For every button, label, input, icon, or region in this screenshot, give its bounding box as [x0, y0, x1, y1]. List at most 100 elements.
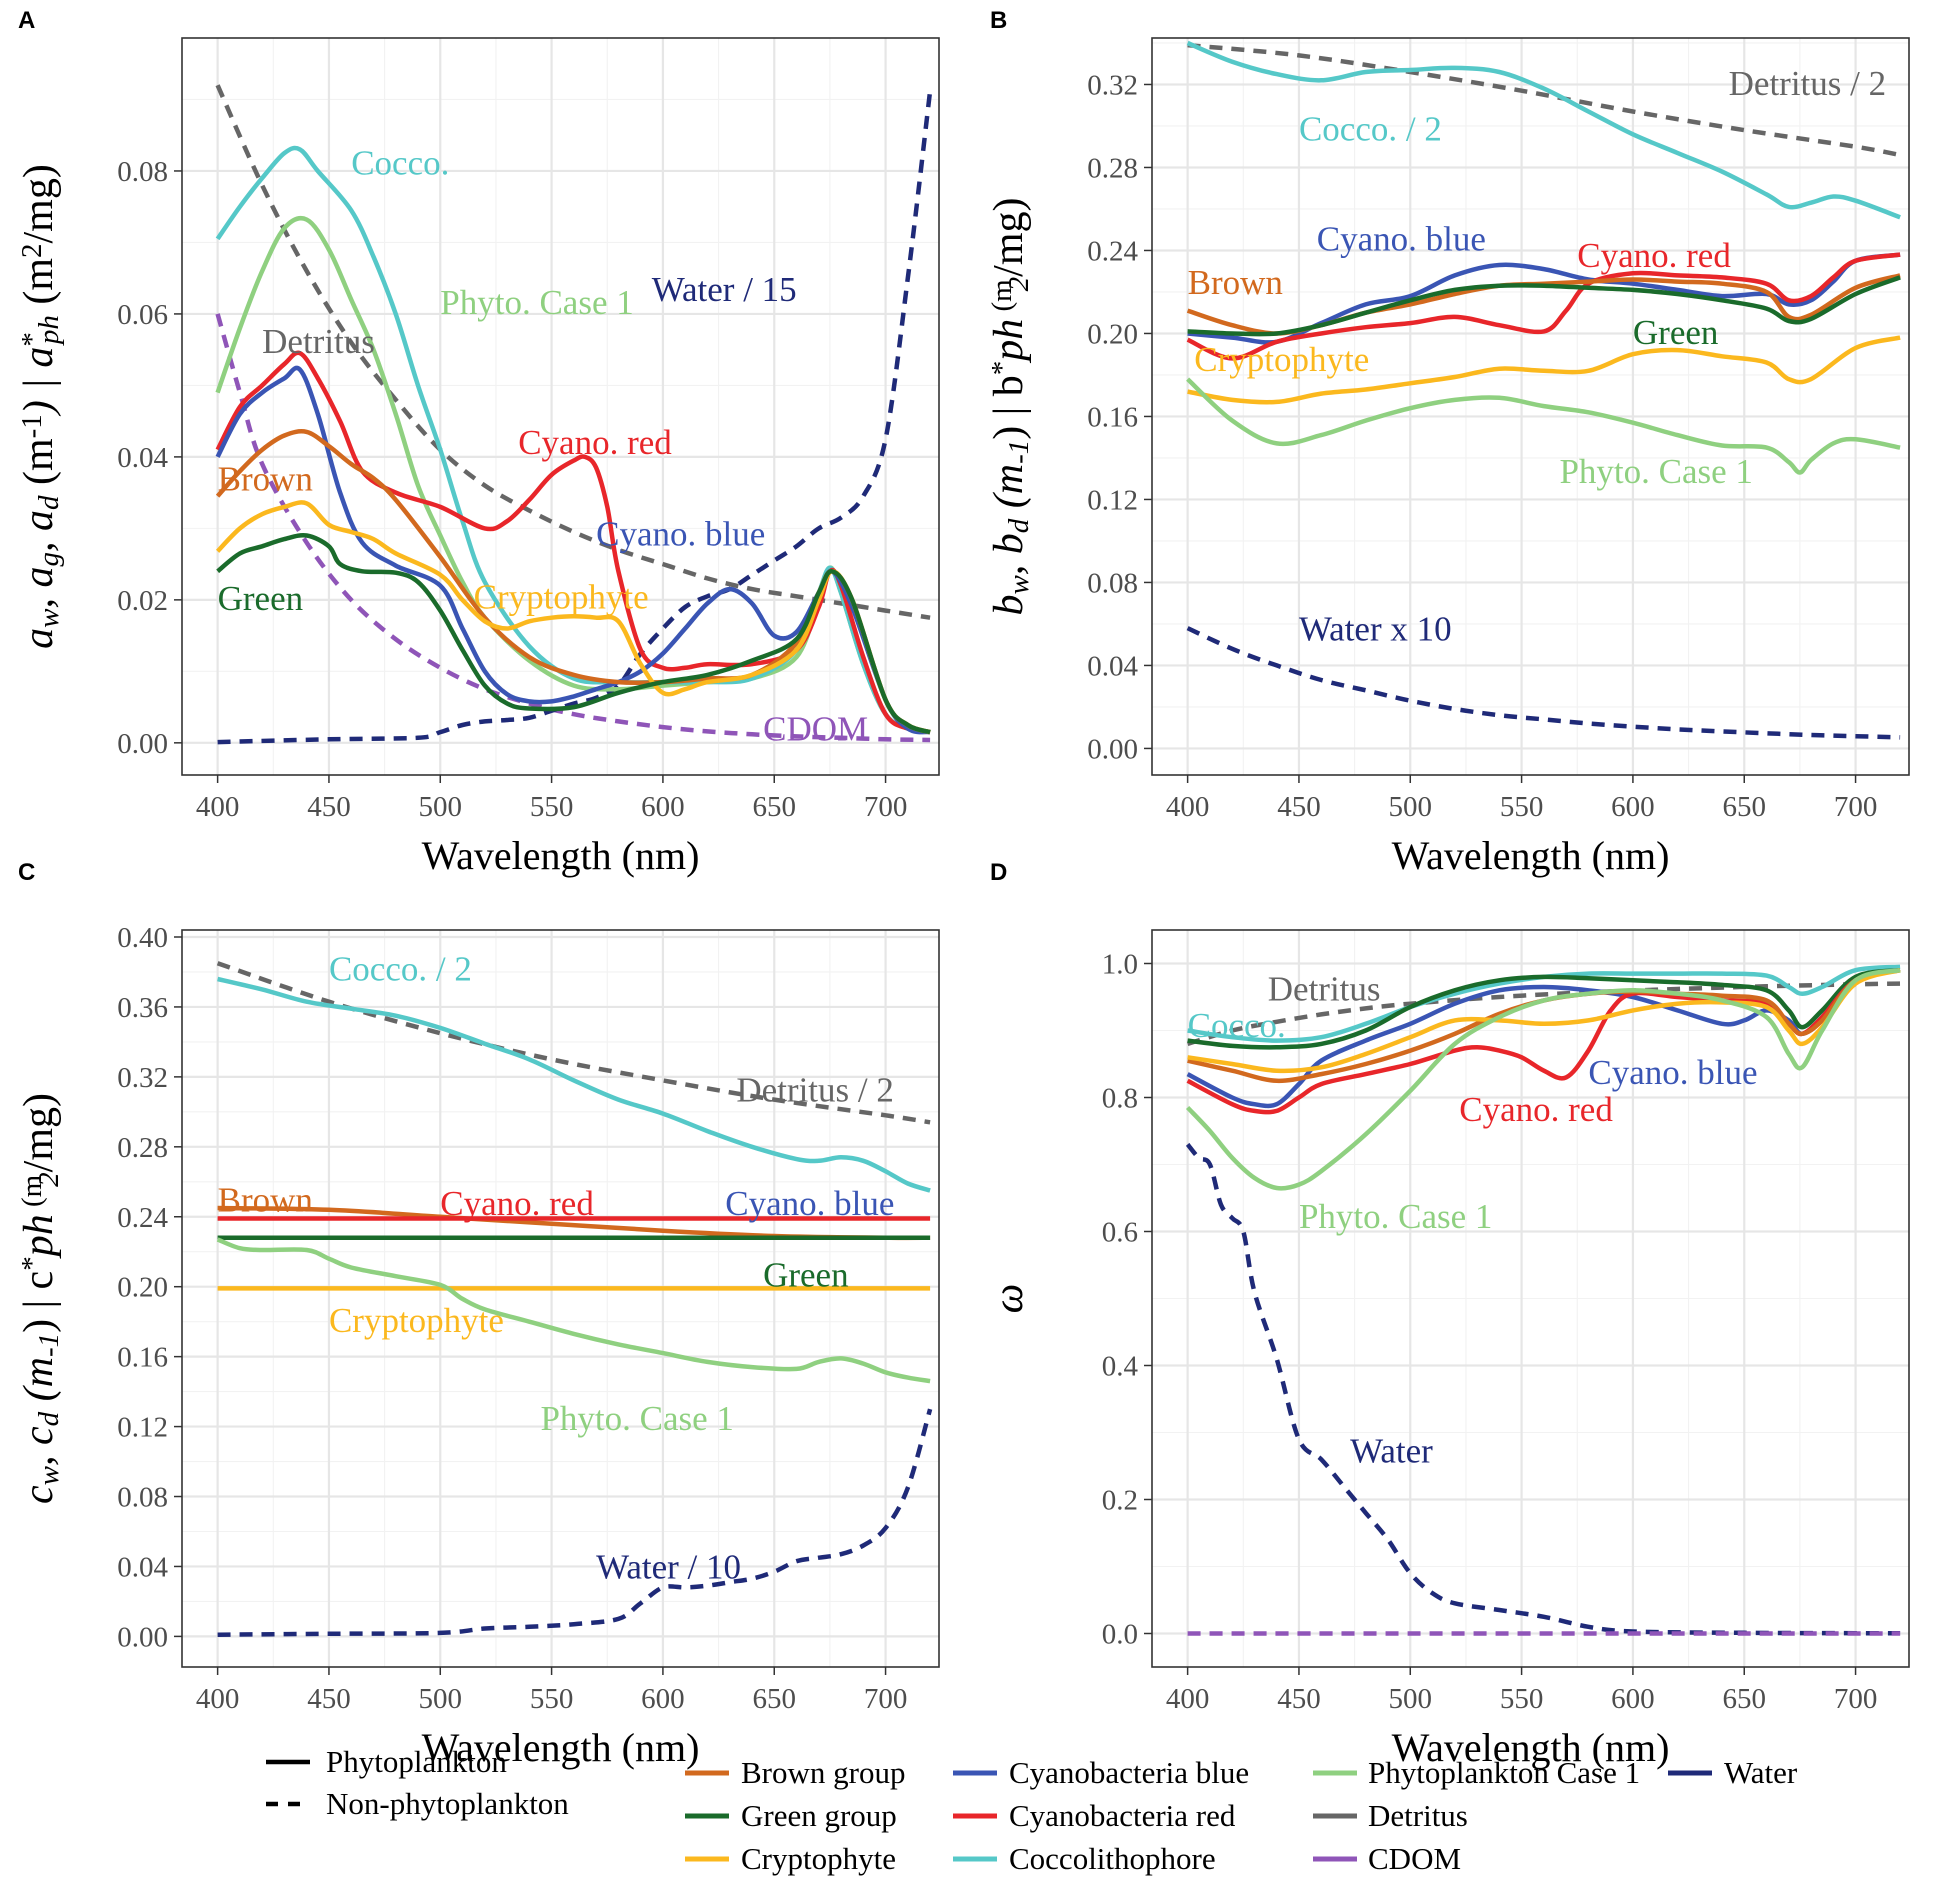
y-tick-label: 0.16	[117, 1342, 168, 1374]
series-label-green: Green	[763, 1256, 849, 1295]
x-tick-label: 550	[530, 791, 574, 823]
series-label-water: Water x 10	[1299, 610, 1452, 649]
y-tick-label: 0.06	[117, 299, 168, 331]
y-tick-label: 0.12	[1087, 484, 1138, 516]
x-tick-label: 500	[419, 1683, 463, 1715]
x-tick-label: 550	[1500, 791, 1544, 823]
series-label-detritus: Detritus	[1268, 969, 1381, 1008]
y-tick-label: 0.16	[1087, 401, 1138, 433]
y-tick-label: 0.00	[117, 728, 168, 760]
series-line-green	[1187, 275, 1901, 337]
series-label-cocco: Cocco. / 2	[329, 950, 472, 989]
series-label-cyanored: Cyano. red	[440, 1184, 594, 1223]
series-label-crypto: Cryptophyte	[1194, 340, 1369, 379]
series-line-detritus	[1186, 981, 1901, 1047]
y-tick-label: 0.8	[1102, 1083, 1138, 1115]
plot-border	[181, 37, 940, 776]
y-tick-label: 0.32	[1087, 69, 1138, 101]
x-tick-label: 450	[1277, 791, 1321, 823]
x-axis-title: Wavelength (nm)	[1392, 1725, 1670, 1770]
series-line-phyto	[1186, 377, 1901, 475]
y-tick-label: 0.24	[1087, 235, 1138, 267]
series-line-water	[1185, 1142, 1901, 1636]
plot-background	[1152, 38, 1909, 775]
legend-label-cocco: Coccolithophore	[1009, 1841, 1216, 1876]
x-tick-label: 400	[196, 791, 240, 823]
legend-label-phyto: Phytoplankton Case 1	[1368, 1755, 1640, 1790]
x-tick-label: 550	[1500, 1683, 1544, 1715]
series-line-cyanored	[1186, 252, 1901, 361]
y-tick-label: 0.28	[117, 1132, 168, 1164]
series-label-cyanoblue: Cyano. blue	[725, 1184, 894, 1223]
series-label-cyanoblue: Cyano. blue	[596, 515, 765, 554]
series-label-cdom: CDOM	[763, 710, 868, 749]
panel-tag: A	[18, 7, 35, 34]
legend-label-cyanoblue: Cyanobacteria blue	[1009, 1755, 1249, 1790]
panel-d: 400 450 500 550 600 650 700 0.0 0.2 0.4 0.6 0.8 1.0 C…	[986, 859, 1910, 1770]
series-label-water: Water / 10	[596, 1548, 741, 1587]
series-line-cocco	[1186, 40, 1901, 220]
y-tick-label: 0.12	[117, 1412, 168, 1444]
series-lines	[1186, 40, 1901, 740]
x-tick-label: 400	[1166, 791, 1210, 823]
series-label-brown: Brown	[1188, 263, 1283, 302]
series-lines	[216, 961, 933, 1637]
legend-label-green: Green group	[741, 1798, 897, 1833]
x-tick-label: 600	[1611, 1683, 1655, 1715]
y-tick-label: 0.2	[1102, 1485, 1138, 1517]
plot-border	[1151, 929, 1910, 1668]
series-label-detritus: Detritus / 2	[736, 1070, 893, 1109]
panel-tag: C	[18, 859, 35, 886]
series-line-cocco	[217, 976, 931, 1193]
legend-label-detritus: Detritus	[1368, 1798, 1468, 1833]
x-tick-label: 450	[1277, 1683, 1321, 1715]
panel-c: 400 450 500 550 600 650 700 0.00 0.04 0.08 0.12 0.1…	[16, 859, 940, 1770]
y-tick-label: 0.32	[117, 1062, 168, 1094]
series-line-phyto	[1185, 967, 1901, 1191]
series-label-cocco: Cocco. / 2	[1299, 109, 1442, 148]
plot-border	[1151, 37, 1910, 776]
plot-background	[182, 930, 939, 1667]
x-tick-label: 550	[530, 1683, 574, 1715]
series-label-crypto: Cryptophyte	[329, 1301, 504, 1340]
y-tick-label: 0.04	[117, 442, 168, 474]
x-tick-label: 700	[1834, 1683, 1878, 1715]
legend: Phytoplankton Non-phytoplankton Brown grou…	[266, 1744, 1798, 1876]
series-label-cocco: Cocco.	[1188, 1006, 1286, 1045]
series-label-cyanoblue: Cyano. blue	[1317, 219, 1486, 258]
x-tick-label: 400	[1166, 1683, 1210, 1715]
legend-label-brown: Brown group	[741, 1755, 905, 1790]
y-tick-label: 0.00	[117, 1621, 168, 1653]
series-label-phyto: Phyto. Case 1	[1559, 452, 1752, 491]
y-tick-label: 0.08	[117, 1482, 168, 1514]
series-label-phyto: Phyto. Case 1	[440, 283, 633, 322]
y-tick-label: 0.20	[117, 1272, 168, 1304]
x-axis-title: Wavelength (nm)	[422, 833, 700, 878]
legend-label-crypto: Cryptophyte	[741, 1841, 896, 1876]
y-tick-label: 0.24	[117, 1202, 168, 1234]
x-tick-label: 650	[752, 791, 796, 823]
x-tick-label: 650	[1722, 1683, 1766, 1715]
x-tick-label: 500	[1389, 791, 1433, 823]
x-tick-label: 500	[419, 791, 463, 823]
x-tick-label: 450	[307, 1683, 351, 1715]
series-label-water: Water / 15	[652, 270, 797, 309]
legend-label-water: Water	[1724, 1755, 1798, 1790]
plot-border	[181, 929, 940, 1668]
y-tick-label: 0.28	[1087, 152, 1138, 184]
series-lines	[215, 84, 933, 745]
y-axis-title: ω	[986, 1284, 1032, 1314]
y-tick-label: 1.0	[1102, 949, 1138, 981]
x-axis-title: Wavelength (nm)	[422, 1725, 700, 1770]
series-lines	[1185, 964, 1901, 1636]
y-tick-label: 0.04	[117, 1551, 168, 1583]
x-tick-label: 400	[196, 1683, 240, 1715]
series-label-cyanored: Cyano. red	[1577, 236, 1731, 275]
series-label-water: Water	[1350, 1432, 1433, 1471]
series-line-green	[1187, 967, 1901, 1050]
y-tick-label: 0.20	[1087, 318, 1138, 350]
y-tick-label: 0.00	[1087, 733, 1138, 765]
panel-tag: D	[990, 859, 1007, 886]
x-tick-label: 600	[641, 791, 685, 823]
